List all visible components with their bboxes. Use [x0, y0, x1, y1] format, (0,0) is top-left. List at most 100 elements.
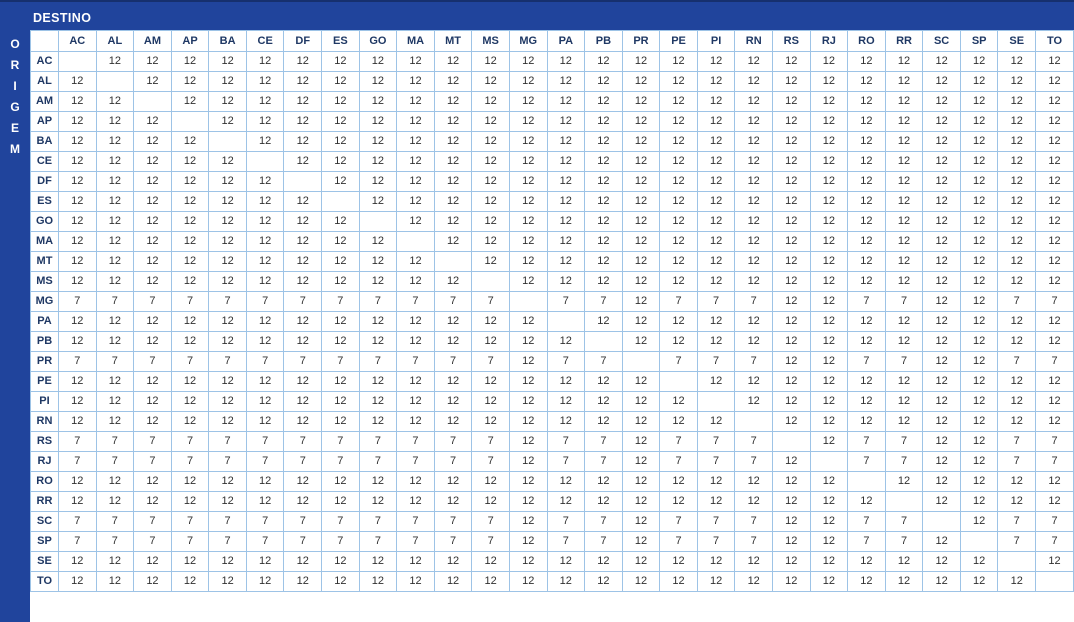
table-cell[interactable]: 7: [95, 431, 135, 452]
table-cell[interactable]: [1035, 571, 1074, 592]
table-cell[interactable]: 12: [321, 211, 360, 232]
table-cell[interactable]: 12: [771, 491, 811, 512]
table-cell[interactable]: 12: [584, 151, 623, 172]
table-cell[interactable]: 12: [771, 391, 811, 412]
table-cell[interactable]: 12: [283, 371, 323, 392]
table-cell[interactable]: 12: [321, 571, 360, 592]
col-header-ce[interactable]: CE: [245, 30, 285, 52]
table-cell[interactable]: 12: [208, 151, 247, 172]
row-header-sc[interactable]: SC: [30, 511, 59, 532]
table-cell[interactable]: 12: [997, 491, 1037, 512]
table-cell[interactable]: 12: [133, 491, 172, 512]
table-cell[interactable]: 12: [734, 231, 773, 252]
table-cell[interactable]: 12: [584, 371, 623, 392]
table-cell[interactable]: 12: [621, 91, 661, 112]
table-cell[interactable]: 7: [283, 431, 323, 452]
table-cell[interactable]: 7: [283, 351, 323, 372]
table-cell[interactable]: 12: [584, 491, 623, 512]
table-cell[interactable]: 12: [621, 371, 661, 392]
table-cell[interactable]: 12: [170, 311, 210, 332]
table-cell[interactable]: 12: [95, 311, 135, 332]
table-cell[interactable]: 12: [508, 531, 548, 552]
table-cell[interactable]: 12: [809, 551, 849, 572]
table-cell[interactable]: 12: [959, 211, 999, 232]
table-cell[interactable]: 12: [133, 231, 172, 252]
table-cell[interactable]: 12: [621, 511, 661, 532]
table-cell[interactable]: 12: [696, 491, 736, 512]
table-cell[interactable]: 12: [659, 311, 698, 332]
table-cell[interactable]: 12: [997, 191, 1037, 212]
table-cell[interactable]: 12: [321, 491, 360, 512]
table-cell[interactable]: 7: [358, 291, 398, 312]
table-cell[interactable]: 12: [283, 91, 323, 112]
table-cell[interactable]: 12: [133, 211, 172, 232]
table-cell[interactable]: 12: [546, 411, 586, 432]
table-cell[interactable]: [959, 531, 999, 552]
table-cell[interactable]: 12: [396, 111, 435, 132]
table-cell[interactable]: 12: [621, 431, 661, 452]
table-cell[interactable]: 12: [433, 211, 473, 232]
table-cell[interactable]: 12: [584, 551, 623, 572]
table-cell[interactable]: 12: [95, 51, 135, 72]
table-cell[interactable]: 12: [471, 151, 510, 172]
table-cell[interactable]: 12: [58, 251, 97, 272]
table-cell[interactable]: 12: [959, 131, 999, 152]
table-cell[interactable]: 12: [208, 371, 247, 392]
table-cell[interactable]: 12: [584, 131, 623, 152]
table-cell[interactable]: 12: [208, 251, 247, 272]
table-cell[interactable]: 7: [884, 511, 924, 532]
table-cell[interactable]: 12: [508, 451, 548, 472]
table-cell[interactable]: 7: [546, 431, 586, 452]
table-cell[interactable]: 7: [133, 431, 172, 452]
table-cell[interactable]: 12: [508, 91, 548, 112]
table-cell[interactable]: 12: [133, 571, 172, 592]
table-cell[interactable]: 7: [997, 451, 1037, 472]
table-cell[interactable]: 12: [283, 111, 323, 132]
table-cell[interactable]: 12: [283, 331, 323, 352]
table-cell[interactable]: 12: [696, 211, 736, 232]
table-cell[interactable]: 12: [659, 71, 698, 92]
table-cell[interactable]: 12: [433, 171, 473, 192]
table-cell[interactable]: 12: [58, 171, 97, 192]
table-cell[interactable]: 12: [321, 171, 360, 192]
table-cell[interactable]: 12: [997, 211, 1037, 232]
table-cell[interactable]: 12: [396, 131, 435, 152]
table-cell[interactable]: 12: [997, 371, 1037, 392]
table-cell[interactable]: 12: [584, 231, 623, 252]
table-cell[interactable]: 12: [809, 351, 849, 372]
table-cell[interactable]: 7: [133, 351, 172, 372]
table-cell[interactable]: 12: [847, 251, 886, 272]
col-header-ro[interactable]: RO: [847, 30, 886, 52]
table-cell[interactable]: 12: [208, 111, 247, 132]
table-cell[interactable]: 12: [321, 91, 360, 112]
table-cell[interactable]: [58, 51, 97, 72]
table-cell[interactable]: [283, 171, 323, 192]
table-cell[interactable]: 12: [659, 91, 698, 112]
table-cell[interactable]: 7: [245, 511, 285, 532]
table-cell[interactable]: 12: [959, 431, 999, 452]
table-cell[interactable]: 12: [696, 71, 736, 92]
table-cell[interactable]: 7: [358, 451, 398, 472]
table-cell[interactable]: 12: [959, 91, 999, 112]
table-cell[interactable]: [884, 491, 924, 512]
table-cell[interactable]: 12: [321, 51, 360, 72]
table-cell[interactable]: 12: [358, 151, 398, 172]
table-cell[interactable]: 12: [922, 551, 961, 572]
table-cell[interactable]: 12: [358, 331, 398, 352]
col-header-ms[interactable]: MS: [471, 30, 510, 52]
table-cell[interactable]: 12: [208, 491, 247, 512]
table-cell[interactable]: 12: [997, 91, 1037, 112]
table-cell[interactable]: 12: [621, 551, 661, 572]
table-cell[interactable]: 12: [471, 571, 510, 592]
table-cell[interactable]: 12: [433, 71, 473, 92]
table-cell[interactable]: 12: [58, 271, 97, 292]
table-cell[interactable]: 12: [922, 371, 961, 392]
table-cell[interactable]: 7: [847, 451, 886, 472]
table-cell[interactable]: [245, 151, 285, 172]
table-cell[interactable]: 12: [170, 411, 210, 432]
row-header-rn[interactable]: RN: [30, 411, 59, 432]
table-cell[interactable]: 12: [922, 251, 961, 272]
row-header-ms[interactable]: MS: [30, 271, 59, 292]
table-cell[interactable]: 12: [884, 471, 924, 492]
table-cell[interactable]: 12: [95, 251, 135, 272]
